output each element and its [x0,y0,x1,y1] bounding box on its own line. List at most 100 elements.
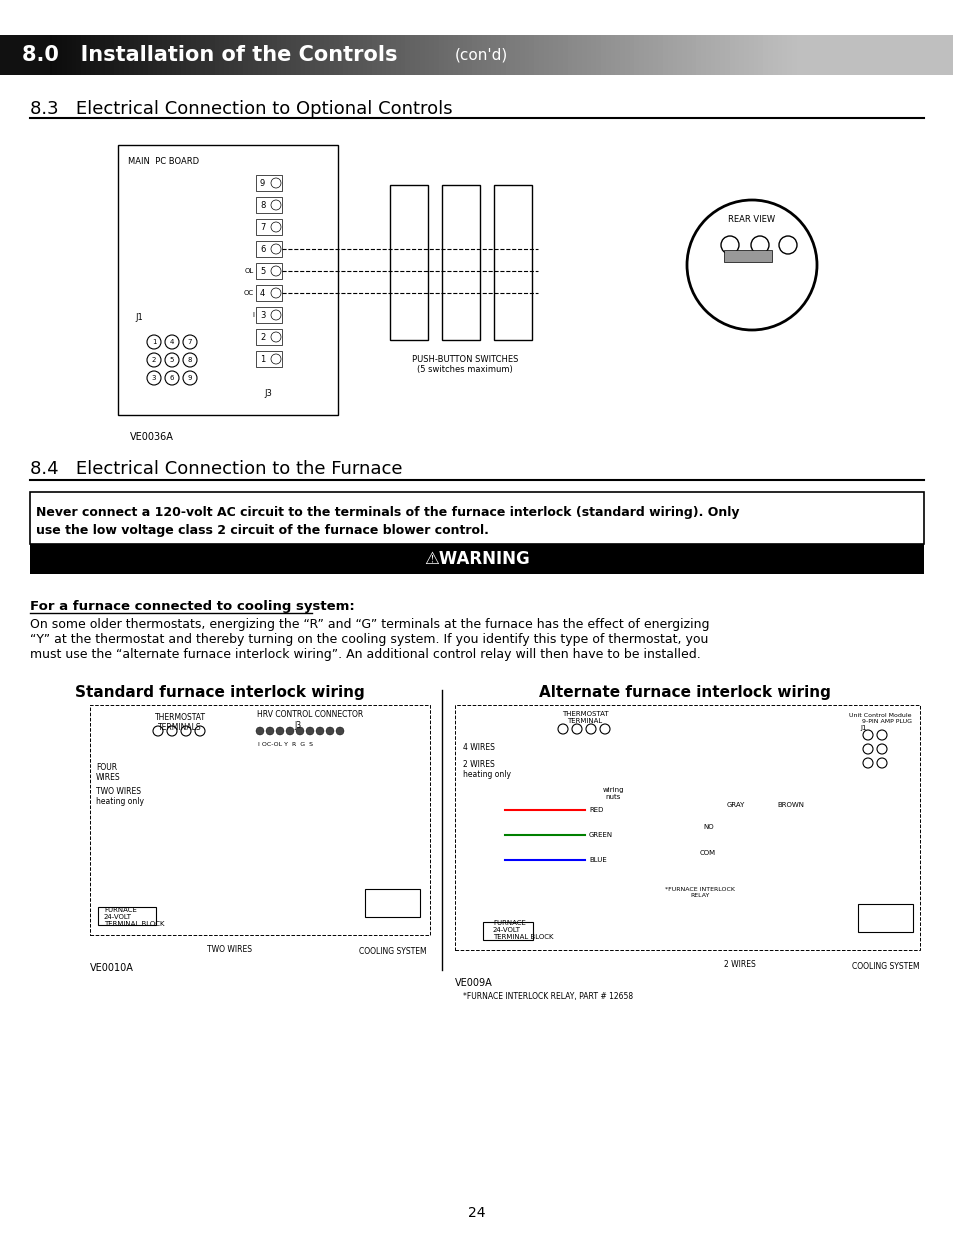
Bar [255,308,282,324]
Bar [705,35,711,75]
Bar [267,35,273,75]
Circle shape [147,353,161,367]
Text: GRAY: GRAY [726,802,744,808]
Bar [434,35,439,75]
Bar [815,35,821,75]
Text: *FURNACE INTERLOCK
RELAY: *FURNACE INTERLOCK RELAY [664,887,734,898]
Bar [867,35,873,75]
Text: 8: 8 [188,357,193,363]
Bar [843,35,849,75]
Bar [133,35,139,75]
Bar [700,35,706,75]
Text: COM: COM [700,850,716,856]
Bar [634,35,639,75]
Circle shape [876,730,886,740]
Text: 1: 1 [260,354,265,363]
Bar [829,35,835,75]
Bar [767,35,773,75]
Text: 4: 4 [260,289,265,298]
Bar [543,35,549,75]
Bar [81,35,87,75]
Circle shape [271,178,281,188]
Circle shape [266,727,274,735]
Bar [255,329,282,345]
Bar [810,35,816,75]
Bar [723,249,771,262]
Text: PUSH-BUTTON SWITCHES
(5 switches maximum): PUSH-BUTTON SWITCHES (5 switches maximum… [412,354,517,374]
Text: Standard furnace interlock wiring: Standard furnace interlock wiring [75,685,364,700]
Bar [596,35,601,75]
Bar [734,35,740,75]
Bar [91,35,96,75]
Circle shape [876,758,886,768]
Bar [538,35,544,75]
Bar [200,35,206,75]
Bar [529,35,535,75]
Bar [662,35,668,75]
Text: 1: 1 [152,338,156,345]
Bar [515,35,520,75]
Bar [181,35,187,75]
Text: (con'd): (con'd) [455,47,508,63]
Bar [255,351,282,367]
Bar [758,35,763,75]
Circle shape [165,370,179,385]
Bar [233,35,239,75]
Bar [762,35,768,75]
Text: 7: 7 [260,222,265,231]
Bar [438,35,444,75]
Text: *FURNACE INTERLOCK RELAY, PART # 12658: *FURNACE INTERLOCK RELAY, PART # 12658 [462,992,633,1002]
Bar [257,35,263,75]
Bar [591,35,597,75]
Bar [238,35,244,75]
Bar [391,35,396,75]
Bar [691,35,697,75]
Text: NO: NO [702,824,713,830]
Text: 4: 4 [170,338,174,345]
Text: OL: OL [245,268,253,274]
Bar [839,35,844,75]
Circle shape [165,335,179,350]
Bar [281,35,287,75]
Bar [696,35,701,75]
Text: use the low voltage class 2 circuit of the furnace blower control.: use the low voltage class 2 circuit of t… [36,524,488,537]
Bar [562,35,568,75]
Bar [338,35,344,75]
Text: MAIN  PC BOARD: MAIN PC BOARD [128,157,199,165]
Bar [648,35,654,75]
Bar [95,35,101,75]
Bar [805,35,811,75]
Bar [743,35,749,75]
Circle shape [271,266,281,275]
Bar [224,35,230,75]
Bar [19,35,25,75]
Bar [441,185,479,340]
Bar [467,35,473,75]
Text: 7: 7 [188,338,193,345]
Bar [29,35,34,75]
Text: 2: 2 [152,357,156,363]
Bar [455,705,919,950]
Bar [848,35,854,75]
Bar [100,35,106,75]
Circle shape [750,236,768,254]
Text: 5: 5 [170,357,174,363]
Bar [319,35,325,75]
Text: 8.4   Electrical Connection to the Furnace: 8.4 Electrical Connection to the Furnace [30,459,402,478]
Bar [255,198,282,212]
Bar [353,35,358,75]
Circle shape [271,310,281,320]
Bar [882,35,887,75]
Circle shape [147,335,161,350]
Bar [71,35,77,75]
Text: VE0036A: VE0036A [130,432,173,442]
Bar [167,35,172,75]
Bar [255,175,282,191]
Text: FURNACE
24-VOLT
TERMINAL BLOCK: FURNACE 24-VOLT TERMINAL BLOCK [104,906,164,927]
Text: OC: OC [244,290,253,296]
Text: BLUE: BLUE [588,857,606,863]
Bar [129,35,134,75]
Bar [781,35,787,75]
Bar [672,35,678,75]
Text: 24: 24 [468,1207,485,1220]
